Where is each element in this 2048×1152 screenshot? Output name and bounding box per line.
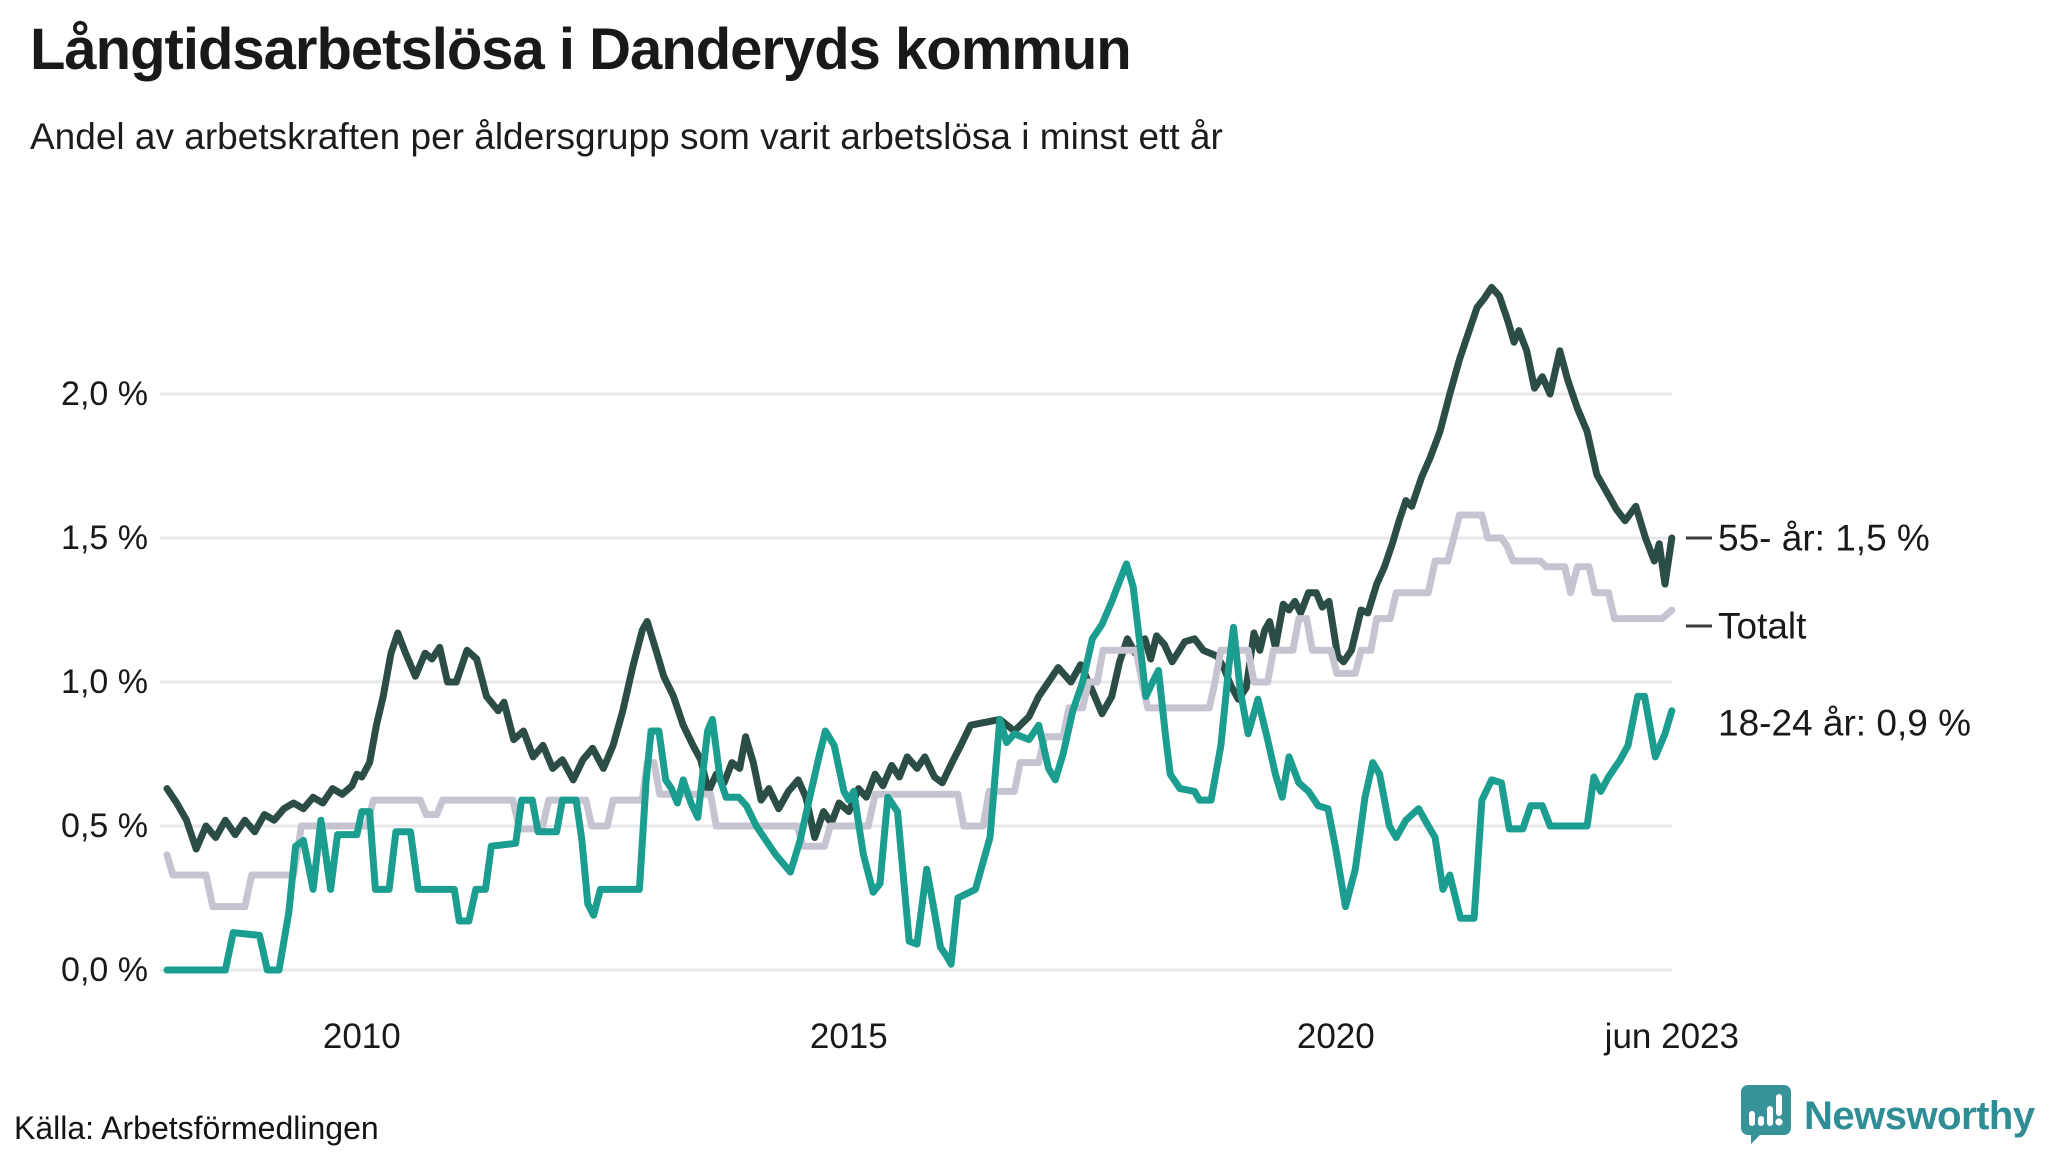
x-axis-tick-label: 2010 [323,1017,401,1056]
y-axis-tick-label: 1,5 % [61,519,148,557]
x-axis-tick-label: 2020 [1297,1017,1375,1056]
y-axis-tick-label: 0,5 % [61,807,148,845]
page-title: Långtidsarbetslösa i Danderyds kommun [30,17,1132,82]
series-label-Totalt: Totalt [1718,606,1807,647]
x-axis-tick-label: 2015 [810,1017,888,1056]
newsworthy-icon [1740,1084,1792,1149]
y-axis-tick-label: 2,0 % [61,375,148,413]
x-axis-tick-label: jun 2023 [1604,1017,1739,1056]
page-subtitle: Andel av arbetskraften per åldersgrupp s… [30,116,1223,157]
series-line-55-r [163,283,1676,853]
series-label-18-24-r: 18-24 år: 0,9 % [1718,702,1971,743]
series-label-55-r: 55- år: 1,5 % [1718,518,1930,559]
source-note: Källa: Arbetsförmedlingen [14,1110,379,1146]
brand-name: Newsworthy [1804,1094,2035,1138]
y-axis-tick-label: 1,0 % [61,663,148,701]
y-axis-tick-label: 0,0 % [61,951,148,989]
brand-logo: Newsworthy [1740,1084,2035,1149]
series-line-18-24-r [163,560,1676,974]
